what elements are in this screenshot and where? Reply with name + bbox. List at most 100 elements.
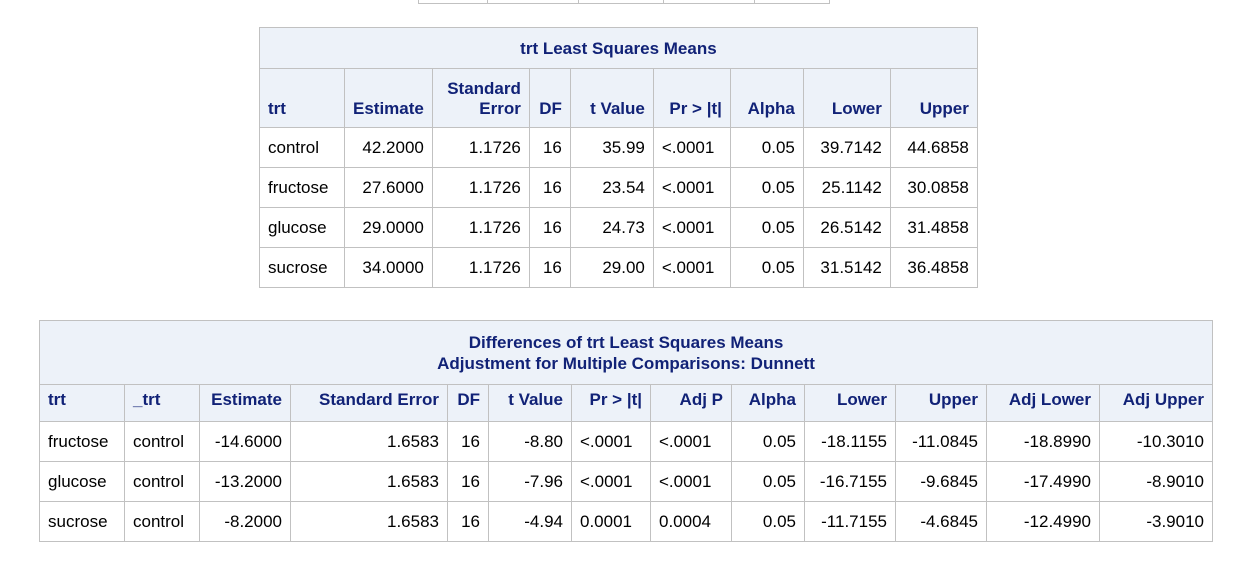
- lsmeans-table: trt Least Squares Means trt Estimate Sta…: [259, 27, 978, 288]
- table-row: control 42.2000 1.1726 16 35.99 <.0001 0…: [259, 127, 978, 168]
- cell-df: 16: [528, 247, 571, 288]
- cell-alpha: 0.05: [731, 501, 805, 542]
- cell-trt: control: [259, 127, 345, 168]
- cell-pr-t: <.0001: [652, 127, 731, 168]
- cell-pr-t: 0.0001: [571, 501, 651, 542]
- cell-df: 16: [528, 167, 571, 208]
- cell-upper: 44.6858: [889, 127, 978, 168]
- cell-upper: -9.6845: [895, 461, 987, 502]
- cell-ref-trt: control: [124, 461, 200, 502]
- cell-alpha: 0.05: [729, 167, 804, 208]
- col-header-alpha: Alpha: [729, 68, 804, 128]
- cell-standard-error: 1.6583: [290, 461, 448, 502]
- col-header-df: DF: [528, 68, 571, 128]
- cell-lower: 26.5142: [802, 207, 891, 248]
- cell-trt: fructose: [259, 167, 345, 208]
- cell-upper: 30.0858: [889, 167, 978, 208]
- col-header-t-value: t Value: [488, 384, 572, 422]
- col-header-adj-lower: Adj Lower: [986, 384, 1100, 422]
- cell-trt: sucrose: [259, 247, 345, 288]
- cell-lower: -11.7155: [804, 501, 896, 542]
- cell-lower: 31.5142: [802, 247, 891, 288]
- col-header-trt: trt: [39, 384, 125, 422]
- cell-standard-error: 1.6583: [290, 501, 448, 542]
- cell-t-value: 29.00: [569, 247, 654, 288]
- cell-estimate: 34.0000: [344, 247, 433, 288]
- cell-alpha: 0.05: [729, 127, 804, 168]
- cell-upper: 36.4858: [889, 247, 978, 288]
- col-header-standard-error: Standard Error: [290, 384, 448, 422]
- cell-t-value: -8.80: [488, 421, 572, 462]
- differences-header-row: trt _trt Estimate Standard Error DF t Va…: [39, 384, 1213, 422]
- cell-trt: fructose: [39, 421, 125, 462]
- cell-df: 16: [528, 127, 571, 168]
- cell-adj-upper: -10.3010: [1099, 421, 1213, 462]
- cell-adj-lower: -17.4990: [986, 461, 1100, 502]
- cell-alpha: 0.05: [731, 421, 805, 462]
- col-header-estimate: Estimate: [344, 68, 433, 128]
- previous-table-fragment: [418, 0, 830, 4]
- cell-estimate: -13.2000: [199, 461, 291, 502]
- col-header-standard-error-line2: Error: [479, 99, 521, 118]
- cell-upper: -11.0845: [895, 421, 987, 462]
- col-header-upper: Upper: [895, 384, 987, 422]
- cell-alpha: 0.05: [731, 461, 805, 502]
- table-row: sucrose 34.0000 1.1726 16 29.00 <.0001 0…: [259, 247, 978, 288]
- cell-standard-error: 1.6583: [290, 421, 448, 462]
- cell-t-value: -7.96: [488, 461, 572, 502]
- cell-t-value: -4.94: [488, 501, 572, 542]
- cell-trt: glucose: [39, 461, 125, 502]
- cell-standard-error: 1.1726: [431, 247, 530, 288]
- col-header-t-value: t Value: [569, 68, 654, 128]
- cell-lower: 25.1142: [802, 167, 891, 208]
- cell-t-value: 35.99: [569, 127, 654, 168]
- cell-df: 16: [447, 461, 489, 502]
- col-header-lower: Lower: [804, 384, 896, 422]
- col-header-alpha: Alpha: [731, 384, 805, 422]
- col-header-upper: Upper: [889, 68, 978, 128]
- cell-estimate: 27.6000: [344, 167, 433, 208]
- col-header-df: DF: [447, 384, 489, 422]
- cell-trt: glucose: [259, 207, 345, 248]
- cell-pr-t: <.0001: [652, 167, 731, 208]
- differences-title-line2: Adjustment for Multiple Comparisons: Dun…: [437, 353, 815, 373]
- cell-adj-p: <.0001: [650, 461, 732, 502]
- cell-pr-t: <.0001: [571, 421, 651, 462]
- cell-adj-p: <.0001: [650, 421, 732, 462]
- col-header-pr-t: Pr > |t|: [571, 384, 651, 422]
- cell-adj-lower: -18.8990: [986, 421, 1100, 462]
- table-row: fructose 27.6000 1.1726 16 23.54 <.0001 …: [259, 167, 978, 208]
- cell-t-value: 24.73: [569, 207, 654, 248]
- col-header-standard-error-line1: Standard: [447, 79, 521, 98]
- cell-pr-t: <.0001: [652, 207, 731, 248]
- cell-lower: -18.1155: [804, 421, 896, 462]
- cell-adj-p: 0.0004: [650, 501, 732, 542]
- col-header-standard-error: Standard Error: [431, 68, 530, 128]
- lsmeans-title: trt Least Squares Means: [259, 27, 978, 69]
- col-header-ref-trt: _trt: [124, 384, 200, 422]
- cell-pr-t: <.0001: [571, 461, 651, 502]
- cell-upper: 31.4858: [889, 207, 978, 248]
- cell-trt: sucrose: [39, 501, 125, 542]
- table-row: sucrose control -8.2000 1.6583 16 -4.94 …: [39, 501, 1213, 542]
- col-header-adj-p: Adj P: [650, 384, 732, 422]
- cell-standard-error: 1.1726: [431, 167, 530, 208]
- cell-lower: 39.7142: [802, 127, 891, 168]
- table-row: glucose control -13.2000 1.6583 16 -7.96…: [39, 461, 1213, 502]
- cell-df: 16: [447, 501, 489, 542]
- cell-estimate: -14.6000: [199, 421, 291, 462]
- differences-title-line1: Differences of trt Least Squares Means: [468, 332, 784, 352]
- cell-estimate: -8.2000: [199, 501, 291, 542]
- cell-standard-error: 1.1726: [431, 127, 530, 168]
- cell-alpha: 0.05: [729, 207, 804, 248]
- cell-pr-t: <.0001: [652, 247, 731, 288]
- col-header-trt: trt: [259, 68, 345, 128]
- col-header-estimate: Estimate: [199, 384, 291, 422]
- cell-lower: -16.7155: [804, 461, 896, 502]
- cell-df: 16: [528, 207, 571, 248]
- cell-standard-error: 1.1726: [431, 207, 530, 248]
- differences-title: Differences of trt Least Squares Means Ad…: [39, 320, 1213, 385]
- cell-upper: -4.6845: [895, 501, 987, 542]
- col-header-adj-upper: Adj Upper: [1099, 384, 1213, 422]
- differences-table: Differences of trt Least Squares Means Ad…: [39, 320, 1213, 542]
